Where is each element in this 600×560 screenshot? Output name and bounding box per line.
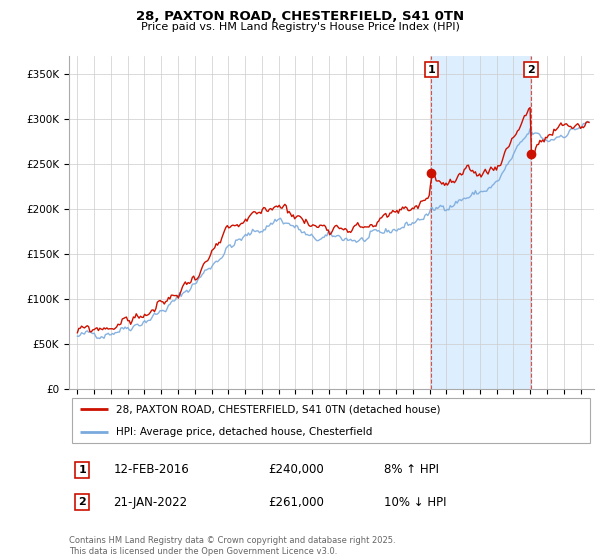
Text: HPI: Average price, detached house, Chesterfield: HPI: Average price, detached house, Ches… bbox=[116, 427, 373, 437]
Text: 1: 1 bbox=[78, 465, 86, 475]
Text: 8% ↑ HPI: 8% ↑ HPI bbox=[384, 463, 439, 476]
FancyBboxPatch shape bbox=[71, 398, 590, 443]
Text: 28, PAXTON ROAD, CHESTERFIELD, S41 0TN (detached house): 28, PAXTON ROAD, CHESTERFIELD, S41 0TN (… bbox=[116, 404, 441, 414]
Text: 2: 2 bbox=[527, 64, 535, 74]
Text: Contains HM Land Registry data © Crown copyright and database right 2025.
This d: Contains HM Land Registry data © Crown c… bbox=[69, 536, 395, 556]
Text: 28, PAXTON ROAD, CHESTERFIELD, S41 0TN: 28, PAXTON ROAD, CHESTERFIELD, S41 0TN bbox=[136, 10, 464, 23]
Text: £240,000: £240,000 bbox=[269, 463, 324, 476]
Bar bbox=[431, 56, 531, 389]
Text: 10% ↓ HPI: 10% ↓ HPI bbox=[384, 496, 446, 508]
Text: 12-FEB-2016: 12-FEB-2016 bbox=[113, 463, 190, 476]
Text: Price paid vs. HM Land Registry's House Price Index (HPI): Price paid vs. HM Land Registry's House … bbox=[140, 22, 460, 32]
Text: £261,000: £261,000 bbox=[269, 496, 325, 508]
Text: 1: 1 bbox=[428, 64, 436, 74]
Text: 21-JAN-2022: 21-JAN-2022 bbox=[113, 496, 188, 508]
Text: 2: 2 bbox=[78, 497, 86, 507]
